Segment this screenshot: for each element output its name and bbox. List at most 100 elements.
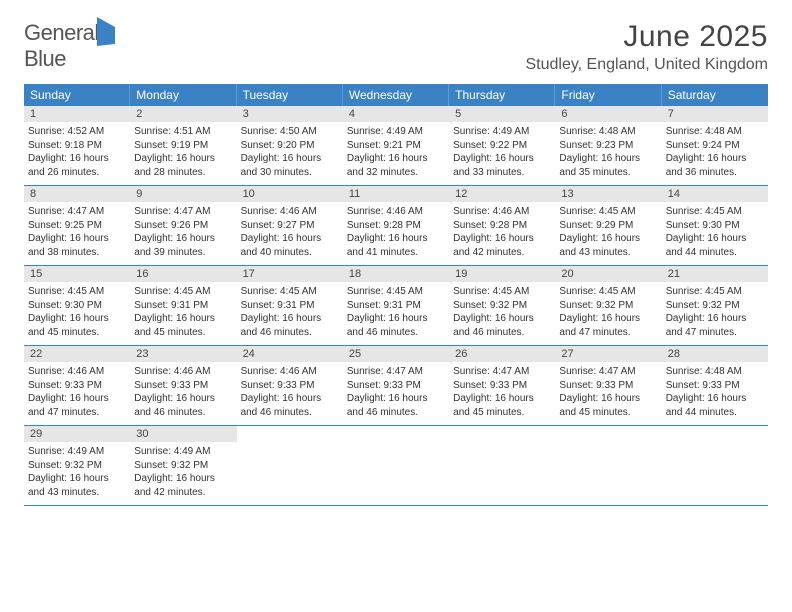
day-info-line: and 47 minutes.	[666, 326, 764, 340]
day-info: Sunrise: 4:45 AMSunset: 9:30 PMDaylight:…	[28, 285, 126, 339]
day-info-line: and 46 minutes.	[241, 406, 339, 420]
day-info: Sunrise: 4:49 AMSunset: 9:22 PMDaylight:…	[453, 125, 551, 179]
day-info-line: Daylight: 16 hours	[28, 232, 126, 246]
day-info-line: and 36 minutes.	[666, 166, 764, 180]
dayhead-friday: Friday	[555, 84, 661, 106]
day-cell	[449, 426, 555, 505]
day-info-line: Sunrise: 4:48 AM	[559, 125, 657, 139]
day-info-line: Sunset: 9:33 PM	[453, 379, 551, 393]
day-info: Sunrise: 4:48 AMSunset: 9:24 PMDaylight:…	[666, 125, 764, 179]
day-info-line: Daylight: 16 hours	[453, 312, 551, 326]
day-cell: 10Sunrise: 4:46 AMSunset: 9:27 PMDayligh…	[237, 186, 343, 265]
day-info-line: Sunrise: 4:45 AM	[666, 285, 764, 299]
day-number: 2	[130, 106, 236, 122]
day-info-line: Sunset: 9:27 PM	[241, 219, 339, 233]
day-number: 11	[343, 186, 449, 202]
dayhead-monday: Monday	[130, 84, 236, 106]
day-info-line: and 46 minutes.	[453, 326, 551, 340]
day-info-line: and 40 minutes.	[241, 246, 339, 260]
day-info-line: and 38 minutes.	[28, 246, 126, 260]
day-info-line: Sunset: 9:33 PM	[559, 379, 657, 393]
day-info: Sunrise: 4:45 AMSunset: 9:32 PMDaylight:…	[666, 285, 764, 339]
day-info-line: Daylight: 16 hours	[347, 232, 445, 246]
day-cell: 23Sunrise: 4:46 AMSunset: 9:33 PMDayligh…	[130, 346, 236, 425]
day-cell	[343, 426, 449, 505]
day-info-line: Sunrise: 4:45 AM	[134, 285, 232, 299]
day-info: Sunrise: 4:47 AMSunset: 9:33 PMDaylight:…	[453, 365, 551, 419]
day-cell	[662, 426, 768, 505]
day-info-line: Sunrise: 4:48 AM	[666, 365, 764, 379]
day-cell: 2Sunrise: 4:51 AMSunset: 9:19 PMDaylight…	[130, 106, 236, 185]
day-info-line: and 47 minutes.	[559, 326, 657, 340]
day-info-line: and 35 minutes.	[559, 166, 657, 180]
day-info-line: Sunrise: 4:46 AM	[241, 205, 339, 219]
day-info-line: Sunset: 9:21 PM	[347, 139, 445, 153]
day-info-line: and 43 minutes.	[559, 246, 657, 260]
day-info-line: Daylight: 16 hours	[347, 152, 445, 166]
day-info-line: Sunset: 9:20 PM	[241, 139, 339, 153]
day-info: Sunrise: 4:47 AMSunset: 9:33 PMDaylight:…	[347, 365, 445, 419]
day-info-line: Sunset: 9:33 PM	[241, 379, 339, 393]
day-info-line: Daylight: 16 hours	[453, 152, 551, 166]
day-info-line: and 45 minutes.	[559, 406, 657, 420]
day-info: Sunrise: 4:50 AMSunset: 9:20 PMDaylight:…	[241, 125, 339, 179]
day-info-line: Daylight: 16 hours	[241, 152, 339, 166]
day-info-line: Daylight: 16 hours	[559, 232, 657, 246]
day-info: Sunrise: 4:49 AMSunset: 9:21 PMDaylight:…	[347, 125, 445, 179]
day-cell: 30 Sunrise: 4:49 AMSunset: 9:32 PMDayligh…	[130, 426, 236, 505]
day-info-line: Daylight: 16 hours	[453, 392, 551, 406]
day-info: Sunrise: 4:45 AMSunset: 9:30 PMDaylight:…	[666, 205, 764, 259]
day-info-line: Sunrise: 4:49 AM	[134, 445, 232, 459]
day-info-line: Daylight: 16 hours	[134, 312, 232, 326]
day-cell: 6Sunrise: 4:48 AMSunset: 9:23 PMDaylight…	[555, 106, 661, 185]
location-text: Studley, England, United Kingdom	[525, 56, 768, 74]
day-cell: 26Sunrise: 4:47 AMSunset: 9:33 PMDayligh…	[449, 346, 555, 425]
day-cell	[555, 426, 661, 505]
day-info: Sunrise: 4:45 AMSunset: 9:31 PMDaylight:…	[134, 285, 232, 339]
day-info-line: and 33 minutes.	[453, 166, 551, 180]
day-number: 19	[449, 266, 555, 282]
day-cell: 21Sunrise: 4:45 AMSunset: 9:32 PMDayligh…	[662, 266, 768, 345]
day-number: 30	[130, 426, 236, 442]
day-info-line: Sunset: 9:22 PM	[453, 139, 551, 153]
day-info-line: Sunset: 9:30 PM	[666, 219, 764, 233]
day-cell: 25 Sunrise: 4:47 AMSunset: 9:33 PMDayligh…	[343, 346, 449, 425]
day-cell: 14Sunrise: 4:45 AMSunset: 9:30 PMDayligh…	[662, 186, 768, 265]
day-info-line: Daylight: 16 hours	[134, 472, 232, 486]
week-row: 8Sunrise: 4:47 AMSunset: 9:25 PMDaylight…	[24, 186, 768, 266]
day-info-line: Sunrise: 4:45 AM	[666, 205, 764, 219]
day-cell: 19Sunrise: 4:45 AMSunset: 9:32 PMDayligh…	[449, 266, 555, 345]
day-info-line: Daylight: 16 hours	[241, 392, 339, 406]
logo-text-wrap: General Blue	[24, 20, 115, 72]
day-info-line: Sunset: 9:33 PM	[28, 379, 126, 393]
day-info-line: Sunrise: 4:45 AM	[559, 285, 657, 299]
day-info: Sunrise: 4:49 AMSunset: 9:32 PMDaylight:…	[28, 445, 126, 499]
day-number: 17	[237, 266, 343, 282]
day-info-line: and 32 minutes.	[347, 166, 445, 180]
day-info-line: Sunset: 9:32 PM	[134, 459, 232, 473]
day-cell: 28Sunrise: 4:48 AMSunset: 9:33 PMDayligh…	[662, 346, 768, 425]
day-cell: 7Sunrise: 4:48 AMSunset: 9:24 PMDaylight…	[662, 106, 768, 185]
day-info-line: and 44 minutes.	[666, 246, 764, 260]
day-info-line: Sunset: 9:31 PM	[134, 299, 232, 313]
day-number: 15	[24, 266, 130, 282]
day-info-line: Sunset: 9:32 PM	[666, 299, 764, 313]
calendar: Sunday Monday Tuesday Wednesday Thursday…	[24, 84, 768, 506]
day-info-line: Sunrise: 4:47 AM	[559, 365, 657, 379]
day-number: 24	[237, 346, 343, 362]
day-info: Sunrise: 4:48 AMSunset: 9:33 PMDaylight:…	[666, 365, 764, 419]
day-info-line: Daylight: 16 hours	[559, 152, 657, 166]
day-info-line: and 46 minutes.	[347, 406, 445, 420]
day-info: Sunrise: 4:49 AMSunset: 9:32 PMDaylight:…	[134, 445, 232, 499]
day-info-line: Sunrise: 4:46 AM	[28, 365, 126, 379]
day-info-line: and 43 minutes.	[28, 486, 126, 500]
day-info: Sunrise: 4:46 AMSunset: 9:33 PMDaylight:…	[134, 365, 232, 419]
day-number: 18	[343, 266, 449, 282]
day-cell: 29Sunrise: 4:49 AMSunset: 9:32 PMDayligh…	[24, 426, 130, 505]
day-number: 4	[343, 106, 449, 122]
day-number: 25	[343, 346, 449, 362]
day-info-line: Sunset: 9:28 PM	[453, 219, 551, 233]
week-row: 22Sunrise: 4:46 AMSunset: 9:33 PMDayligh…	[24, 346, 768, 426]
day-info-line: Sunset: 9:29 PM	[559, 219, 657, 233]
logo: General Blue	[24, 20, 115, 72]
